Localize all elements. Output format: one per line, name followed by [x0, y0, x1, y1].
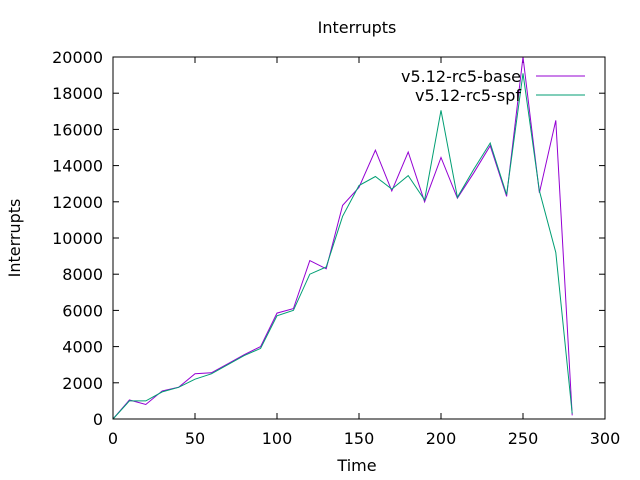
y-tick-label: 0 [93, 410, 103, 429]
y-tick-label: 18000 [52, 84, 103, 103]
y-tick-label: 14000 [52, 157, 103, 176]
x-tick-label: 300 [590, 429, 621, 448]
y-axis: 0 2000 4000 6000 8000 10000 12000 14000 16000 180… [52, 48, 605, 429]
series-line-0 [112, 56, 573, 420]
y-tick-label: 20000 [52, 48, 103, 67]
y-tick-label: 2000 [62, 374, 103, 393]
x-tick-label: 200 [426, 429, 457, 448]
y-tick-label: 8000 [62, 265, 103, 284]
x-tick-label: 250 [508, 429, 539, 448]
x-tick-label: 100 [262, 429, 293, 448]
chart-title: Interrupts [318, 18, 397, 37]
plot-frame [112, 56, 606, 420]
x-axis-label: Time [336, 456, 376, 475]
x-tick-label: 150 [344, 429, 375, 448]
y-tick-label: 6000 [62, 301, 103, 320]
series-line-1 [112, 73, 573, 420]
x-tick-label: 50 [185, 429, 205, 448]
y-tick-label: 12000 [52, 193, 103, 212]
legend-label-0: v5.12-rc5-base [401, 67, 521, 86]
legend-label-1: v5.12-rc5-spf [415, 86, 521, 105]
y-tick-label: 4000 [62, 338, 103, 357]
x-tick-label: 0 [108, 429, 118, 448]
y-tick-label: 10000 [52, 229, 103, 248]
series-lines [112, 56, 573, 420]
y-axis-label: Interrupts [5, 199, 24, 278]
y-tick-label: 16000 [52, 120, 103, 139]
x-axis: 0 50 100 150 200 250 300 [108, 57, 620, 448]
